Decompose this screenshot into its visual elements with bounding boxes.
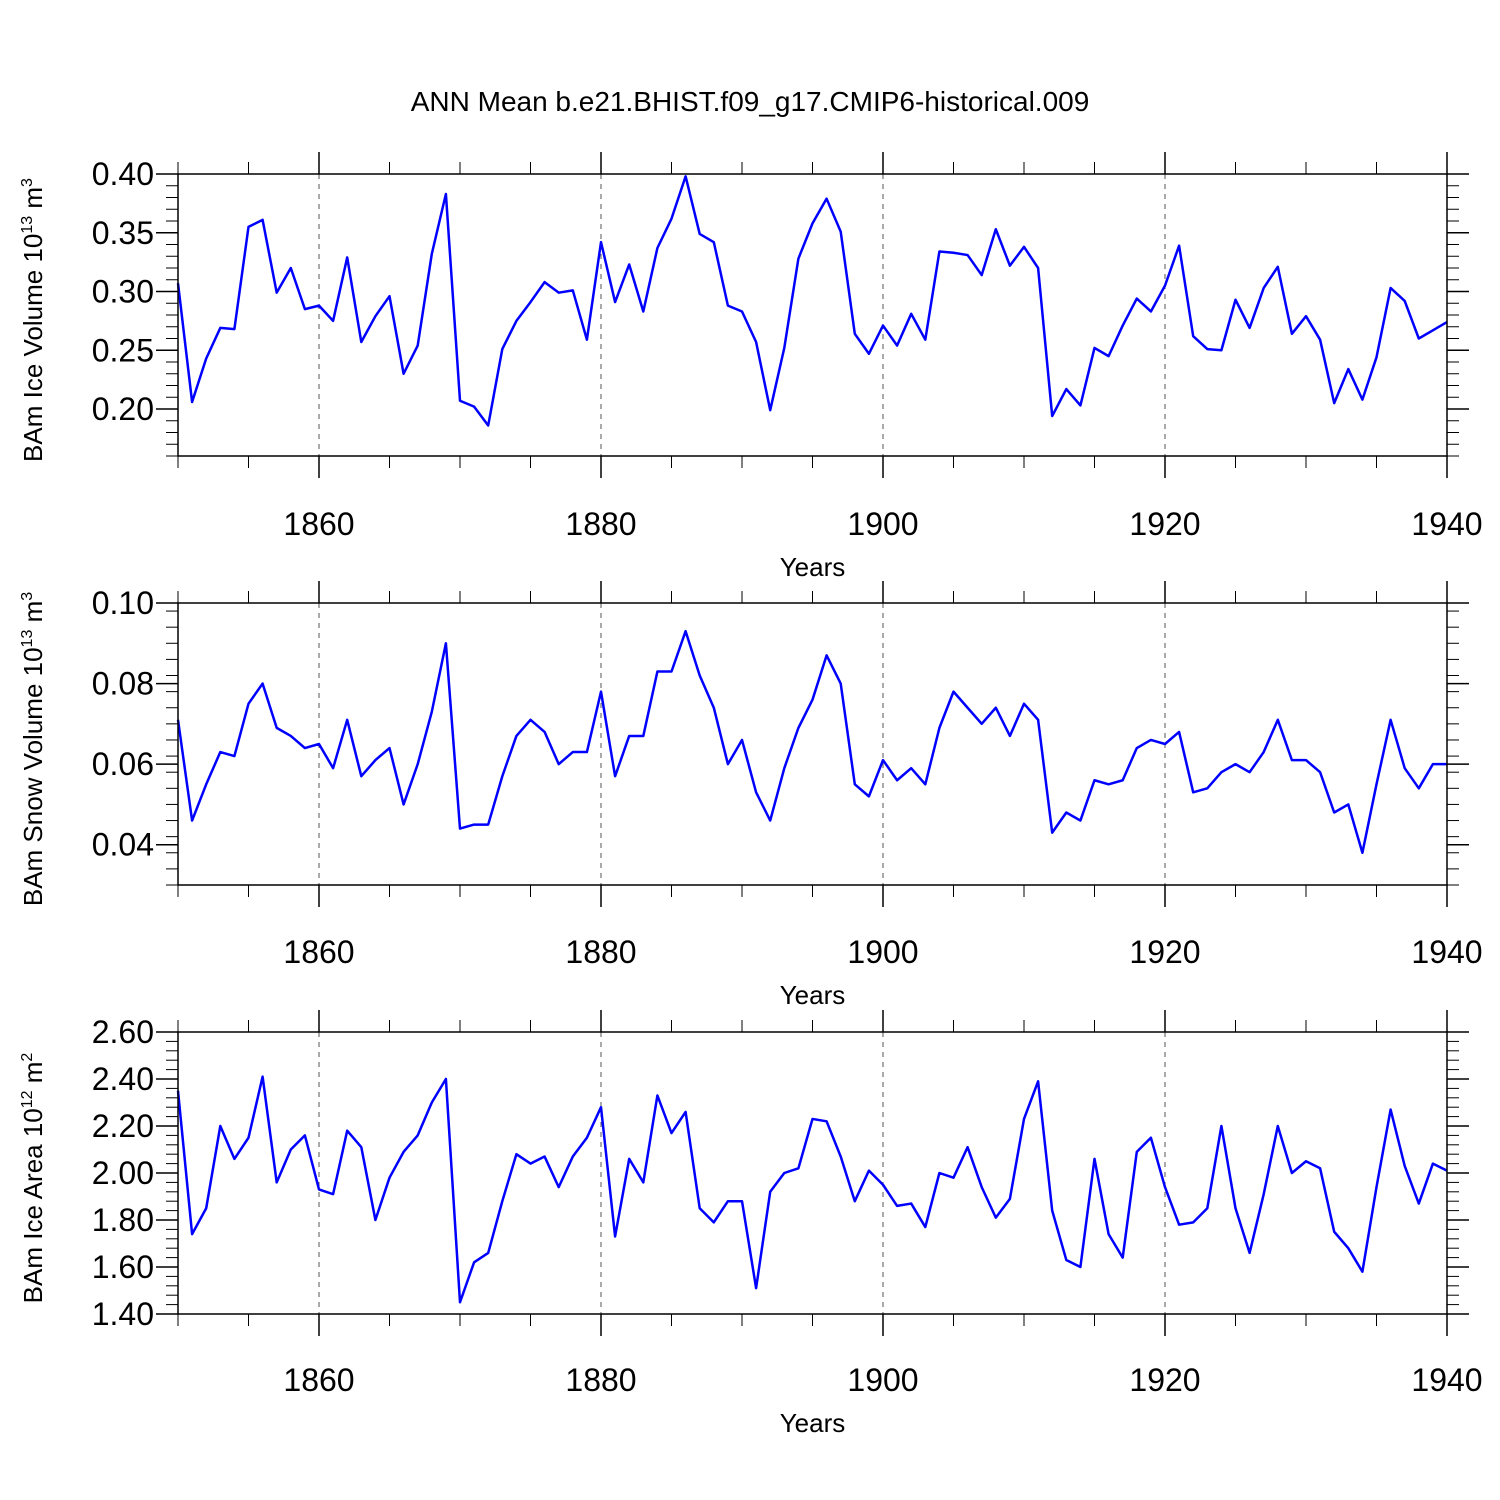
y-axis-label: BAm Ice Volume 1013 m3 — [18, 178, 48, 462]
y-tick-label: 0.04 — [92, 827, 154, 863]
y-tick-label: 1.60 — [92, 1249, 154, 1285]
x-tick-label: 1940 — [1411, 1362, 1482, 1398]
panel-ice-volume: 0.20 0.25 0.30 0.35 0.40 1860 1880 1900 1920 1940… — [18, 152, 1483, 582]
x-tick-label: 1940 — [1411, 506, 1482, 542]
y-tick-label: 0.30 — [92, 274, 154, 310]
y-tick-label: 2.40 — [92, 1061, 154, 1097]
x-tick-label: 1880 — [565, 934, 636, 970]
x-tick-label: 1860 — [283, 1362, 354, 1398]
chart-title: ANN Mean b.e21.BHIST.f09_g17.CMIP6-histo… — [411, 86, 1090, 117]
x-axis-label: Years — [780, 980, 846, 1010]
x-axis-label: Years — [780, 1408, 846, 1438]
y-tick-label: 0.20 — [92, 391, 154, 427]
x-tick-label: 1900 — [847, 934, 918, 970]
x-tick-label: 1940 — [1411, 934, 1482, 970]
y-axis-label: BAm Ice Area 1012 m2 — [18, 1053, 48, 1304]
plot-frame — [177, 1031, 1448, 1315]
y-tick-label: 0.06 — [92, 746, 154, 782]
x-tick-label: 1880 — [565, 506, 636, 542]
y-tick-label: 2.20 — [92, 1108, 154, 1144]
plot-frame — [177, 173, 1448, 457]
y-tick-label: 2.00 — [92, 1155, 154, 1191]
series-line — [176, 175, 1448, 427]
y-tick-label: 1.40 — [92, 1296, 154, 1332]
x-tick-label: 1920 — [1129, 934, 1200, 970]
y-axis-label: BAm Snow Volume 1013 m3 — [18, 592, 48, 906]
x-tick-label: 1880 — [565, 1362, 636, 1398]
panel-ice-area: 1.40 1.60 1.80 2.00 2.20 2.40 2.60 1860 1880 1900… — [18, 1010, 1483, 1438]
y-tick-label: 0.25 — [92, 332, 154, 368]
series-line — [176, 629, 1447, 855]
plot-frame — [177, 602, 1448, 886]
panel-snow-volume: 0.04 0.06 0.08 0.10 1860 1880 1900 1920 1940 Year… — [18, 581, 1483, 1010]
x-tick-label: 1920 — [1129, 1362, 1200, 1398]
x-tick-label: 1860 — [283, 506, 354, 542]
x-axis-label: Years — [780, 552, 846, 582]
x-tick-label: 1900 — [847, 506, 918, 542]
y-tick-label: 1.80 — [92, 1202, 154, 1238]
y-tick-label: 2.60 — [92, 1014, 154, 1050]
series-line — [176, 1075, 1448, 1304]
x-tick-label: 1920 — [1129, 506, 1200, 542]
x-tick-label: 1860 — [283, 934, 354, 970]
y-tick-label: 0.10 — [92, 585, 154, 621]
y-tick-label: 0.35 — [92, 215, 154, 251]
y-tick-label: 0.08 — [92, 666, 154, 702]
x-tick-label: 1900 — [847, 1362, 918, 1398]
y-tick-label: 0.40 — [92, 156, 154, 192]
